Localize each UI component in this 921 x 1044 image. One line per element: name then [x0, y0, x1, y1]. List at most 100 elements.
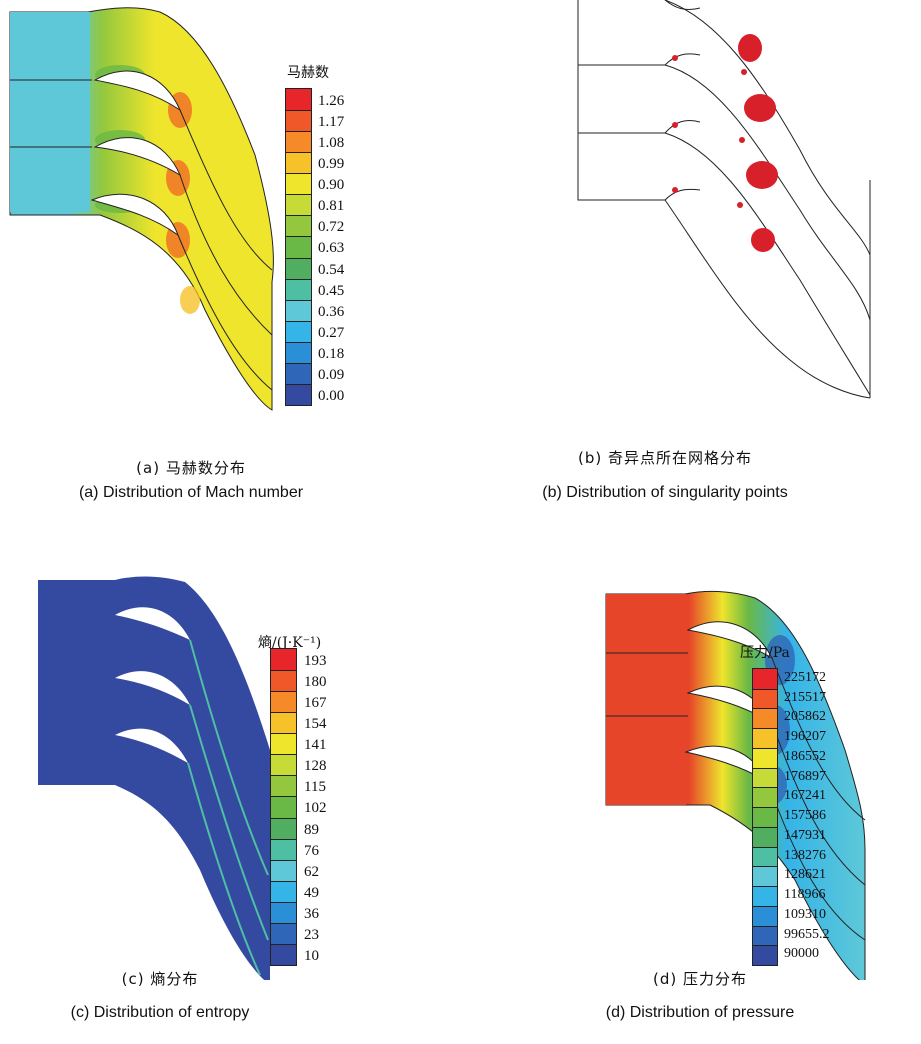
legend-tick-label: 205862	[784, 709, 826, 725]
blade-1	[115, 607, 190, 640]
pressure-wake-line	[771, 657, 866, 821]
mach-hot-spot	[180, 286, 200, 314]
blade-3	[90, 193, 180, 237]
legend-tick-label: 176897	[784, 768, 826, 784]
singularity-mesh-plot	[577, 0, 871, 399]
caption-c-cn: (c) 熵分布	[121, 970, 199, 988]
color-bar-segment	[753, 886, 777, 906]
legend-tick-label: 62	[304, 863, 319, 880]
caption-b-cn: (b) 奇异点所在网格分布	[578, 449, 752, 467]
color-bar-segment	[271, 901, 296, 923]
color-bar-segment	[271, 817, 296, 839]
legend-tick-label: 138276	[784, 847, 826, 863]
legend-tick-label: 196207	[784, 729, 826, 745]
singularity-passage-line	[664, 132, 871, 396]
legend-tick-label: 0.18	[318, 345, 345, 362]
legend-tick-label: 49	[304, 884, 319, 901]
legend-tick-label: 118966	[784, 887, 826, 903]
singularity-passage-line	[664, 64, 871, 321]
singularity-domain	[577, 0, 665, 201]
pressure-wake-line	[771, 722, 866, 886]
blade-leading-edge	[664, 0, 701, 11]
color-bar-segment	[271, 922, 296, 944]
legend-tick-label: 147931	[784, 827, 826, 843]
legend-tick-label: 0.99	[318, 156, 345, 173]
legend-tick-label: 109310	[784, 906, 826, 922]
color-bar-segment	[271, 838, 296, 860]
blade-1	[93, 70, 182, 112]
color-bar-segment	[286, 215, 311, 237]
blade-3	[115, 728, 188, 763]
legend-tick-label: 90000	[784, 946, 819, 962]
pressure-contour-plot	[605, 590, 866, 980]
panel-c-entropy: 熵/(J·K⁻¹) 193 180 167 154 141 128 115 102 89 76 62…	[0, 520, 460, 1044]
entropy-color-bar	[270, 648, 297, 966]
entropy-domain	[38, 576, 270, 980]
mach-legend-title: 马赫数	[287, 65, 329, 81]
singularity-passage-line	[664, 0, 871, 256]
entropy-legend-title: 熵/(J·K⁻¹)	[258, 635, 322, 651]
legend-tick-label: 36	[304, 905, 319, 922]
legend-tick-label: 167241	[784, 788, 826, 804]
blade-2	[115, 671, 190, 705]
legend-tick-label: 99655.2	[784, 926, 830, 942]
legend-tick-label: 102	[304, 800, 327, 817]
color-bar-segment	[286, 89, 311, 111]
color-bar-segment	[753, 708, 777, 729]
legend-tick-label: 115	[304, 779, 326, 796]
color-bar-segment	[286, 152, 311, 174]
color-bar-segment	[286, 194, 311, 216]
color-bar-segment	[271, 712, 296, 734]
legend-tick-label: 0.54	[318, 261, 345, 278]
blade-2	[93, 137, 182, 177]
entropy-contour-plot	[38, 576, 270, 980]
color-bar-segment	[286, 236, 311, 258]
legend-tick-label: 128	[304, 758, 327, 775]
caption-c-en: (c) Distribution of entropy	[70, 1004, 250, 1021]
color-bar-segment	[286, 320, 311, 342]
legend-tick-label: 0.81	[318, 198, 345, 215]
legend-tick-label: 167	[304, 695, 327, 712]
color-bar-segment	[753, 866, 777, 887]
mach-contour-plot	[9, 7, 274, 411]
pressure-legend-title: 压力/Pa	[740, 645, 790, 661]
pressure-color-bar	[752, 668, 778, 966]
caption-b-en: (b) Distribution of singularity points	[542, 484, 788, 501]
color-bar-segment	[286, 341, 311, 363]
legend-tick-label: 193	[304, 653, 327, 669]
color-bar-segment	[271, 880, 296, 902]
legend-tick-label: 0.45	[318, 282, 345, 299]
pressure-inlet-block	[606, 594, 686, 805]
legend-tick-label: 180	[304, 674, 327, 691]
caption-d-en: (d) Distribution of pressure	[605, 1004, 795, 1021]
legend-tick-label: 186552	[784, 748, 826, 764]
caption-d-cn: (d) 压力分布	[653, 970, 747, 988]
color-bar-segment	[286, 131, 311, 153]
legend-tick-label: 154	[304, 716, 327, 733]
panel-b-singularity: (b) 奇异点所在网格分布 (b) Distribution of singul…	[460, 0, 921, 520]
color-bar-segment	[271, 943, 296, 965]
mach-wake-line	[177, 234, 273, 391]
legend-tick-label: 0.00	[318, 387, 345, 404]
legend-tick-label: 10	[304, 947, 319, 964]
legend-tick-label: 141	[304, 737, 327, 754]
legend-tick-label: 23	[304, 926, 319, 943]
caption-a-en: (a) Distribution of Mach number	[78, 484, 304, 501]
legend-tick-label: 0.36	[318, 303, 345, 320]
color-bar-segment	[271, 775, 296, 797]
color-bar-segment	[286, 278, 311, 300]
legend-tick-label: 0.63	[318, 240, 345, 257]
color-bar-segment	[286, 110, 311, 132]
color-bar-segment	[753, 846, 777, 867]
color-bar-segment	[753, 925, 777, 946]
legend-tick-label: 89	[304, 821, 319, 838]
singularity-passage-line	[664, 199, 871, 399]
color-bar-segment	[271, 649, 296, 671]
legend-tick-label: 0.09	[318, 366, 345, 383]
legend-tick-label: 215517	[784, 689, 826, 705]
color-bar-segment	[271, 754, 296, 776]
singularity-clusters	[672, 34, 778, 252]
entropy-wake	[189, 704, 269, 941]
legend-tick-label: 1.26	[318, 93, 345, 109]
color-bar-segment	[271, 670, 296, 692]
